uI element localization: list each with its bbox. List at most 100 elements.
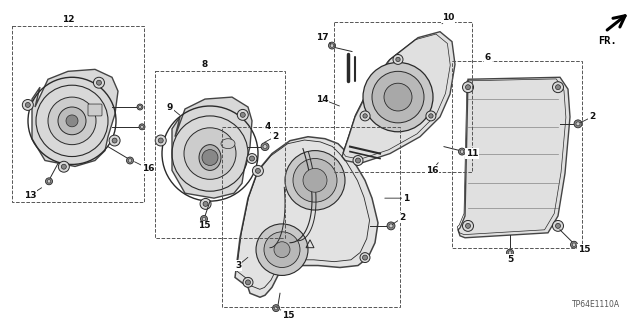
Text: 15: 15 xyxy=(198,221,211,230)
Circle shape xyxy=(506,249,513,256)
Circle shape xyxy=(138,106,141,108)
Circle shape xyxy=(463,82,474,92)
Circle shape xyxy=(58,107,86,135)
Text: 14: 14 xyxy=(316,95,328,104)
Circle shape xyxy=(275,306,278,310)
Text: 16: 16 xyxy=(141,164,154,173)
Circle shape xyxy=(355,158,360,163)
Text: 5: 5 xyxy=(507,255,513,264)
Circle shape xyxy=(458,148,465,155)
Circle shape xyxy=(246,280,250,285)
Polygon shape xyxy=(458,77,570,238)
Circle shape xyxy=(463,220,474,231)
Circle shape xyxy=(363,114,367,118)
Circle shape xyxy=(250,156,255,161)
Circle shape xyxy=(384,83,412,111)
Circle shape xyxy=(112,138,117,143)
Circle shape xyxy=(353,156,363,165)
Circle shape xyxy=(574,120,582,128)
Circle shape xyxy=(97,80,102,85)
Circle shape xyxy=(137,104,143,110)
Circle shape xyxy=(127,157,134,164)
Circle shape xyxy=(328,42,335,49)
Circle shape xyxy=(255,168,260,173)
Polygon shape xyxy=(32,69,118,166)
Text: 9: 9 xyxy=(167,102,173,111)
Polygon shape xyxy=(172,97,252,198)
Polygon shape xyxy=(235,137,378,297)
Ellipse shape xyxy=(199,145,221,171)
Text: FR.: FR. xyxy=(598,36,617,46)
Circle shape xyxy=(45,178,52,185)
Circle shape xyxy=(285,151,345,210)
Text: 3: 3 xyxy=(235,261,241,270)
Circle shape xyxy=(396,57,400,62)
Circle shape xyxy=(360,253,370,262)
Polygon shape xyxy=(342,32,455,164)
Circle shape xyxy=(109,135,120,146)
Text: 15: 15 xyxy=(282,310,294,320)
Circle shape xyxy=(389,224,393,228)
Circle shape xyxy=(465,223,470,228)
Circle shape xyxy=(387,222,395,230)
FancyBboxPatch shape xyxy=(88,104,102,116)
Circle shape xyxy=(273,305,280,312)
Text: 13: 13 xyxy=(24,191,36,200)
Bar xyxy=(334,22,472,172)
Text: 2: 2 xyxy=(589,112,595,121)
Circle shape xyxy=(237,109,248,120)
Circle shape xyxy=(203,201,208,206)
Circle shape xyxy=(202,217,205,221)
Text: 1: 1 xyxy=(403,194,409,203)
Circle shape xyxy=(61,164,67,169)
Circle shape xyxy=(360,111,370,121)
Circle shape xyxy=(240,112,245,117)
Circle shape xyxy=(393,54,403,64)
Circle shape xyxy=(26,102,30,108)
Text: 4: 4 xyxy=(265,122,271,131)
Bar xyxy=(452,61,582,248)
Text: 10: 10 xyxy=(442,13,454,22)
Circle shape xyxy=(243,277,253,287)
Text: 17: 17 xyxy=(316,33,328,42)
Circle shape xyxy=(202,150,218,165)
Circle shape xyxy=(141,125,143,128)
Circle shape xyxy=(247,154,257,164)
Circle shape xyxy=(256,224,308,276)
Text: 6: 6 xyxy=(485,53,491,62)
Circle shape xyxy=(556,85,561,90)
Circle shape xyxy=(362,255,367,260)
Circle shape xyxy=(139,124,145,130)
Circle shape xyxy=(429,114,433,118)
Circle shape xyxy=(508,251,512,254)
Text: 12: 12 xyxy=(61,15,74,24)
Circle shape xyxy=(303,168,327,192)
Text: TP64E1110A: TP64E1110A xyxy=(572,300,620,309)
Circle shape xyxy=(128,159,132,162)
Circle shape xyxy=(274,242,290,258)
Circle shape xyxy=(252,165,264,176)
Text: 2: 2 xyxy=(272,132,278,141)
Circle shape xyxy=(58,161,69,172)
Circle shape xyxy=(263,145,267,148)
Circle shape xyxy=(261,143,269,151)
Circle shape xyxy=(572,243,576,246)
Circle shape xyxy=(330,44,333,47)
Bar xyxy=(222,127,400,307)
Circle shape xyxy=(47,180,51,183)
Text: 8: 8 xyxy=(202,60,208,69)
Circle shape xyxy=(556,223,561,228)
Circle shape xyxy=(200,198,211,209)
Circle shape xyxy=(156,135,166,146)
Circle shape xyxy=(552,220,563,231)
Circle shape xyxy=(93,77,104,88)
Circle shape xyxy=(184,128,236,179)
Circle shape xyxy=(465,85,470,90)
Text: 16: 16 xyxy=(426,166,438,175)
Text: 11: 11 xyxy=(466,149,478,158)
Circle shape xyxy=(22,100,33,110)
Circle shape xyxy=(552,82,563,92)
Circle shape xyxy=(460,150,464,153)
Circle shape xyxy=(372,71,424,123)
Circle shape xyxy=(576,122,580,126)
